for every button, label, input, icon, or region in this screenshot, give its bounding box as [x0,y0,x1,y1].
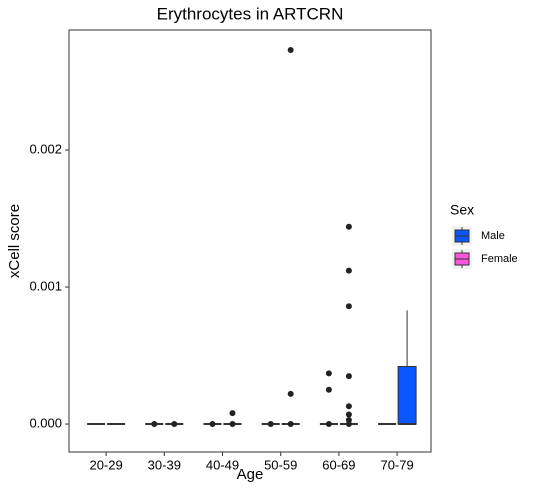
legend-title: Sex [450,202,474,218]
x-tick-label: 50-59 [264,457,297,472]
legend-label: Male [481,230,505,242]
x-tick-label: 60-69 [322,457,355,472]
x-axis-title: Age [237,466,264,483]
outlier [345,303,352,310]
x-tick-label: 30-39 [148,457,181,472]
outlier [229,421,236,428]
outlier [267,421,274,428]
x-tick-label: 40-49 [206,457,239,472]
outlier [325,386,332,393]
y-tick-label: 0.000 [29,415,62,430]
outlier [345,421,352,428]
outlier [287,47,294,54]
outlier [325,421,332,428]
outlier [209,421,216,428]
x-tick-label: 70-79 [380,457,413,472]
outlier [345,373,352,380]
x-tick-label: 20-29 [89,457,122,472]
outlier [325,370,332,377]
outlier [287,421,294,428]
y-tick-label: 0.002 [29,141,62,156]
y-axis-title: xCell score [6,204,23,278]
outlier [229,410,236,417]
box [397,366,417,425]
outlier [345,403,352,410]
panel [68,29,432,453]
outlier [151,421,158,428]
outlier [171,421,178,428]
outlier [345,416,352,423]
outlier [287,390,294,397]
legend-label: Female [481,253,518,265]
chart-title: Erythrocytes in ARTCRN [157,4,344,23]
outlier [345,411,352,418]
outlier [345,223,352,230]
y-tick-label: 0.001 [29,278,62,293]
outlier [345,267,352,274]
